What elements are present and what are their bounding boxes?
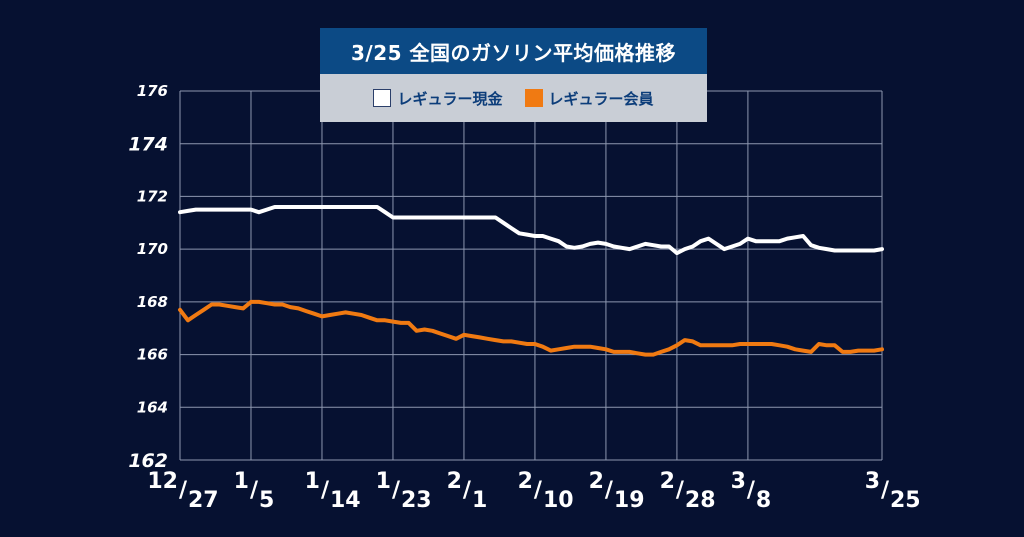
x-tick-day: 10	[543, 488, 574, 513]
legend-item-member: レギュラー会員	[524, 88, 654, 109]
x-tick-month: 2	[660, 469, 675, 494]
x-axis-labels: 12/271/51/141/232/12/102/192/283/83/25	[147, 469, 920, 513]
y-tick-label: 174	[128, 134, 168, 156]
x-tick-slash: /	[392, 478, 401, 503]
x-tick-day: 14	[330, 488, 361, 513]
legend-swatch-white	[373, 89, 392, 107]
x-tick-slash: /	[881, 478, 890, 503]
x-tick-day: 19	[614, 488, 645, 513]
x-tick-slash: /	[179, 478, 188, 503]
x-tick-label: 2/28	[660, 469, 716, 513]
y-tick-label: 176	[137, 82, 168, 100]
y-axis-labels: 162 164 166 168 170 172 174 176	[128, 82, 168, 472]
y-tick-label: 172	[137, 187, 168, 205]
x-tick-day: 25	[890, 488, 921, 513]
x-tick-label: 12/27	[147, 469, 218, 513]
x-tick-slash: /	[463, 478, 472, 503]
legend-label-member: レギュラー会員	[548, 89, 654, 108]
x-tick-month: 3	[731, 469, 746, 494]
x-tick-day: 27	[188, 488, 219, 513]
y-tick-label: 162	[128, 450, 168, 472]
x-tick-day: 8	[756, 488, 771, 513]
x-tick-slash: /	[605, 478, 614, 503]
x-tick-month: 2	[589, 469, 604, 494]
x-tick-label: 1/14	[305, 469, 361, 513]
y-tick-label: 170	[137, 240, 168, 258]
x-tick-month: 1	[234, 469, 249, 494]
x-tick-month: 3	[865, 469, 880, 494]
x-tick-slash: /	[321, 478, 330, 503]
x-tick-label: 1/23	[376, 469, 432, 513]
y-tick-label: 166	[137, 346, 168, 364]
x-tick-day: 23	[401, 488, 432, 513]
x-tick-slash: /	[534, 478, 543, 503]
x-tick-slash: /	[250, 478, 259, 503]
x-tick-day: 28	[685, 488, 716, 513]
x-tick-label: 2/19	[589, 469, 645, 513]
x-tick-month: 1	[305, 469, 320, 494]
series-line-cash	[178, 205, 884, 256]
legend: レギュラー現金 レギュラー会員	[320, 74, 707, 122]
series-lines	[178, 205, 884, 357]
x-tick-label: 1/5	[234, 469, 275, 513]
x-tick-label: 2/1	[447, 469, 488, 513]
x-tick-slash: /	[747, 478, 756, 503]
x-tick-label: 2/10	[518, 469, 574, 513]
x-tick-day: 5	[259, 488, 274, 513]
chart-title: 3/25 全国のガソリン平均価格推移	[320, 28, 707, 74]
series-line-member	[178, 299, 884, 357]
legend-item-cash: レギュラー現金	[373, 88, 503, 109]
y-tick-label: 164	[137, 398, 168, 416]
x-tick-label: 3/8	[731, 469, 772, 513]
legend-swatch-orange	[524, 89, 543, 107]
x-tick-day: 1	[472, 488, 487, 513]
x-tick-month: 2	[447, 469, 462, 494]
x-tick-label: 3/25	[865, 469, 921, 513]
x-tick-month: 1	[376, 469, 391, 494]
legend-label-cash: レギュラー現金	[397, 89, 503, 108]
x-tick-month: 12	[147, 469, 178, 494]
grid	[179, 90, 883, 461]
y-tick-label: 168	[137, 293, 168, 311]
x-tick-month: 2	[518, 469, 533, 494]
x-tick-slash: /	[676, 478, 685, 503]
